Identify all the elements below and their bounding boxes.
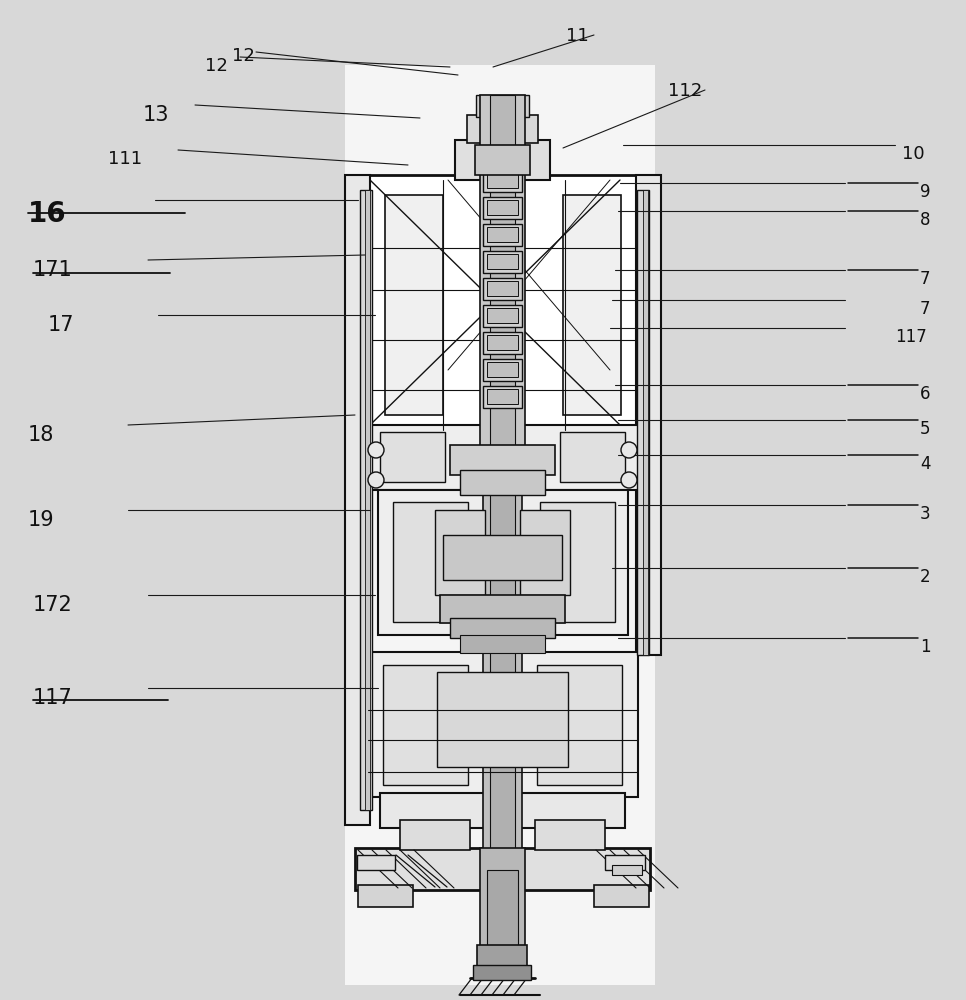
Text: 8: 8 — [920, 211, 930, 229]
Text: 172: 172 — [33, 595, 72, 615]
Bar — [400, 820, 470, 850]
Bar — [637, 190, 649, 655]
Text: 7: 7 — [920, 270, 930, 288]
Bar — [483, 470, 522, 870]
Text: 4: 4 — [920, 455, 930, 473]
Bar — [368, 652, 638, 797]
Bar — [355, 848, 650, 890]
Bar — [487, 227, 518, 242]
Text: 12: 12 — [232, 47, 255, 65]
Text: 16: 16 — [28, 200, 67, 228]
Text: 117: 117 — [33, 688, 72, 708]
Bar — [483, 197, 522, 219]
Bar — [483, 278, 522, 300]
Bar — [520, 510, 570, 595]
Bar — [487, 335, 518, 350]
Text: 117: 117 — [895, 328, 926, 346]
Bar — [487, 308, 518, 323]
Bar — [360, 190, 372, 810]
Bar — [487, 200, 518, 215]
Bar — [393, 502, 468, 622]
Text: 18: 18 — [28, 425, 54, 445]
Bar — [365, 175, 640, 430]
Bar — [605, 855, 645, 870]
Bar — [437, 672, 568, 767]
Bar — [363, 425, 643, 490]
Bar — [594, 885, 649, 907]
Bar — [483, 386, 522, 408]
Bar — [643, 190, 648, 655]
Bar — [380, 793, 625, 828]
Bar — [487, 173, 518, 188]
Bar — [357, 855, 395, 870]
Bar — [563, 195, 621, 415]
Bar — [450, 618, 555, 638]
Bar — [358, 885, 413, 907]
Bar — [483, 251, 522, 273]
Text: 19: 19 — [28, 510, 55, 530]
Bar — [487, 870, 518, 950]
Bar — [612, 865, 642, 875]
Bar — [490, 470, 515, 870]
Bar — [475, 145, 530, 175]
Text: 111: 111 — [108, 150, 142, 168]
Bar — [450, 445, 555, 475]
Text: 13: 13 — [143, 105, 169, 125]
Bar — [476, 95, 529, 117]
Text: 12: 12 — [205, 57, 228, 75]
Bar — [483, 305, 522, 327]
Bar — [480, 848, 525, 948]
Text: 2: 2 — [920, 568, 930, 586]
Bar — [487, 389, 518, 404]
Bar — [473, 965, 531, 980]
Text: 1: 1 — [920, 638, 930, 656]
Text: 3: 3 — [920, 505, 930, 523]
Bar — [385, 195, 443, 415]
Bar — [490, 95, 515, 475]
Bar — [535, 820, 605, 850]
Bar — [380, 432, 445, 482]
Bar — [477, 945, 527, 967]
Text: 6: 6 — [920, 385, 930, 403]
Bar — [487, 362, 518, 377]
Text: 10: 10 — [902, 145, 924, 163]
Bar — [480, 95, 525, 475]
Bar — [483, 359, 522, 381]
Text: 7: 7 — [920, 300, 930, 318]
Bar — [487, 281, 518, 296]
Text: 171: 171 — [33, 260, 72, 280]
Bar — [455, 140, 550, 180]
Bar — [440, 595, 565, 623]
Text: 112: 112 — [668, 82, 702, 100]
Bar — [537, 665, 622, 785]
Text: 17: 17 — [48, 315, 74, 335]
Bar — [487, 254, 518, 269]
Bar — [483, 224, 522, 246]
Bar — [435, 510, 485, 595]
Circle shape — [368, 442, 384, 458]
Circle shape — [621, 472, 637, 488]
Bar — [378, 490, 628, 635]
Text: 11: 11 — [566, 27, 588, 45]
Bar — [383, 665, 468, 785]
Bar — [365, 190, 370, 810]
Text: 9: 9 — [920, 183, 930, 201]
Bar — [540, 502, 615, 622]
Bar — [467, 115, 538, 143]
Circle shape — [368, 472, 384, 488]
Bar — [560, 432, 625, 482]
Bar — [483, 170, 522, 192]
Bar — [443, 535, 562, 580]
Bar — [460, 470, 545, 495]
Text: 5: 5 — [920, 420, 930, 438]
Bar — [460, 635, 545, 653]
Bar — [345, 65, 655, 985]
Circle shape — [621, 442, 637, 458]
Bar — [345, 175, 370, 825]
Bar — [483, 332, 522, 354]
Bar — [636, 175, 661, 655]
